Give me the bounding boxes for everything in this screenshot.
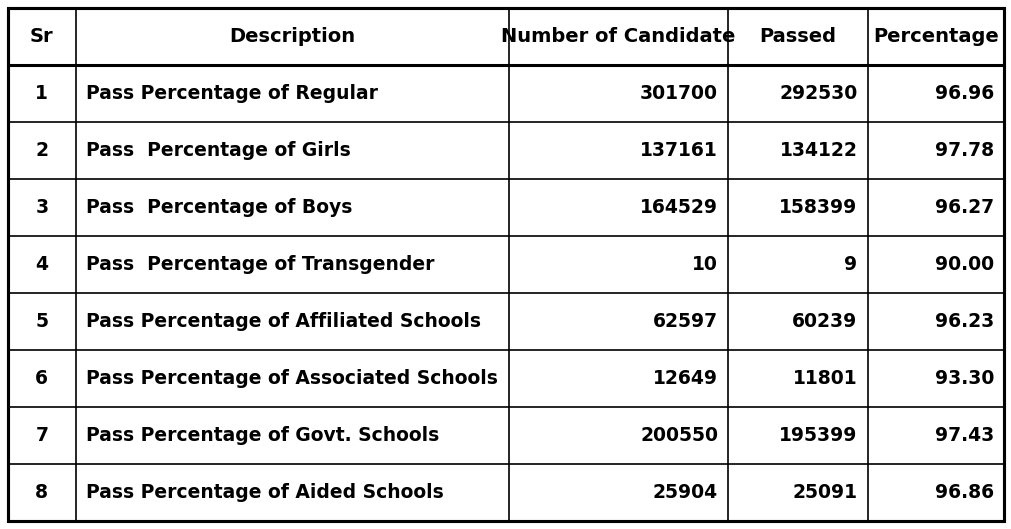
Text: 137161: 137161 (640, 141, 718, 160)
Text: 62597: 62597 (652, 312, 718, 331)
Text: 25904: 25904 (652, 483, 718, 502)
Text: Passed: Passed (758, 27, 835, 46)
Text: 4: 4 (35, 255, 49, 274)
Text: Pass Percentage of Associated Schools: Pass Percentage of Associated Schools (86, 369, 497, 388)
Text: 6: 6 (35, 369, 49, 388)
Text: 12649: 12649 (652, 369, 718, 388)
Text: 96.27: 96.27 (934, 198, 993, 217)
Text: Description: Description (229, 27, 355, 46)
Text: 5: 5 (35, 312, 49, 331)
Text: 93.30: 93.30 (934, 369, 993, 388)
Text: 90.00: 90.00 (934, 255, 993, 274)
Text: Pass  Percentage of Boys: Pass Percentage of Boys (86, 198, 352, 217)
Text: Sr: Sr (30, 27, 54, 46)
Text: 164529: 164529 (640, 198, 718, 217)
Text: 200550: 200550 (640, 426, 718, 445)
Text: Pass Percentage of Govt. Schools: Pass Percentage of Govt. Schools (86, 426, 439, 445)
Text: 97.78: 97.78 (934, 141, 993, 160)
Text: 8: 8 (35, 483, 49, 502)
Text: 1: 1 (35, 84, 49, 103)
Text: 10: 10 (692, 255, 718, 274)
Text: Pass  Percentage of Girls: Pass Percentage of Girls (86, 141, 350, 160)
Text: 195399: 195399 (778, 426, 856, 445)
Text: Pass Percentage of Regular: Pass Percentage of Regular (86, 84, 377, 103)
Text: 96.96: 96.96 (934, 84, 993, 103)
Text: Pass  Percentage of Transgender: Pass Percentage of Transgender (86, 255, 434, 274)
Text: 2: 2 (35, 141, 49, 160)
Text: 97.43: 97.43 (934, 426, 993, 445)
Text: Percentage: Percentage (872, 27, 998, 46)
Text: Number of Candidate: Number of Candidate (500, 27, 735, 46)
Text: Pass Percentage of Affiliated Schools: Pass Percentage of Affiliated Schools (86, 312, 480, 331)
Text: 96.23: 96.23 (934, 312, 993, 331)
Text: 3: 3 (35, 198, 49, 217)
Text: 96.86: 96.86 (934, 483, 993, 502)
Text: Pass Percentage of Aided Schools: Pass Percentage of Aided Schools (86, 483, 443, 502)
Text: 11801: 11801 (793, 369, 856, 388)
Text: 9: 9 (843, 255, 856, 274)
Text: 301700: 301700 (640, 84, 718, 103)
Text: 60239: 60239 (792, 312, 856, 331)
Text: 134122: 134122 (778, 141, 856, 160)
Text: 7: 7 (35, 426, 49, 445)
Text: 292530: 292530 (778, 84, 856, 103)
Text: 25091: 25091 (792, 483, 856, 502)
Text: 158399: 158399 (778, 198, 856, 217)
